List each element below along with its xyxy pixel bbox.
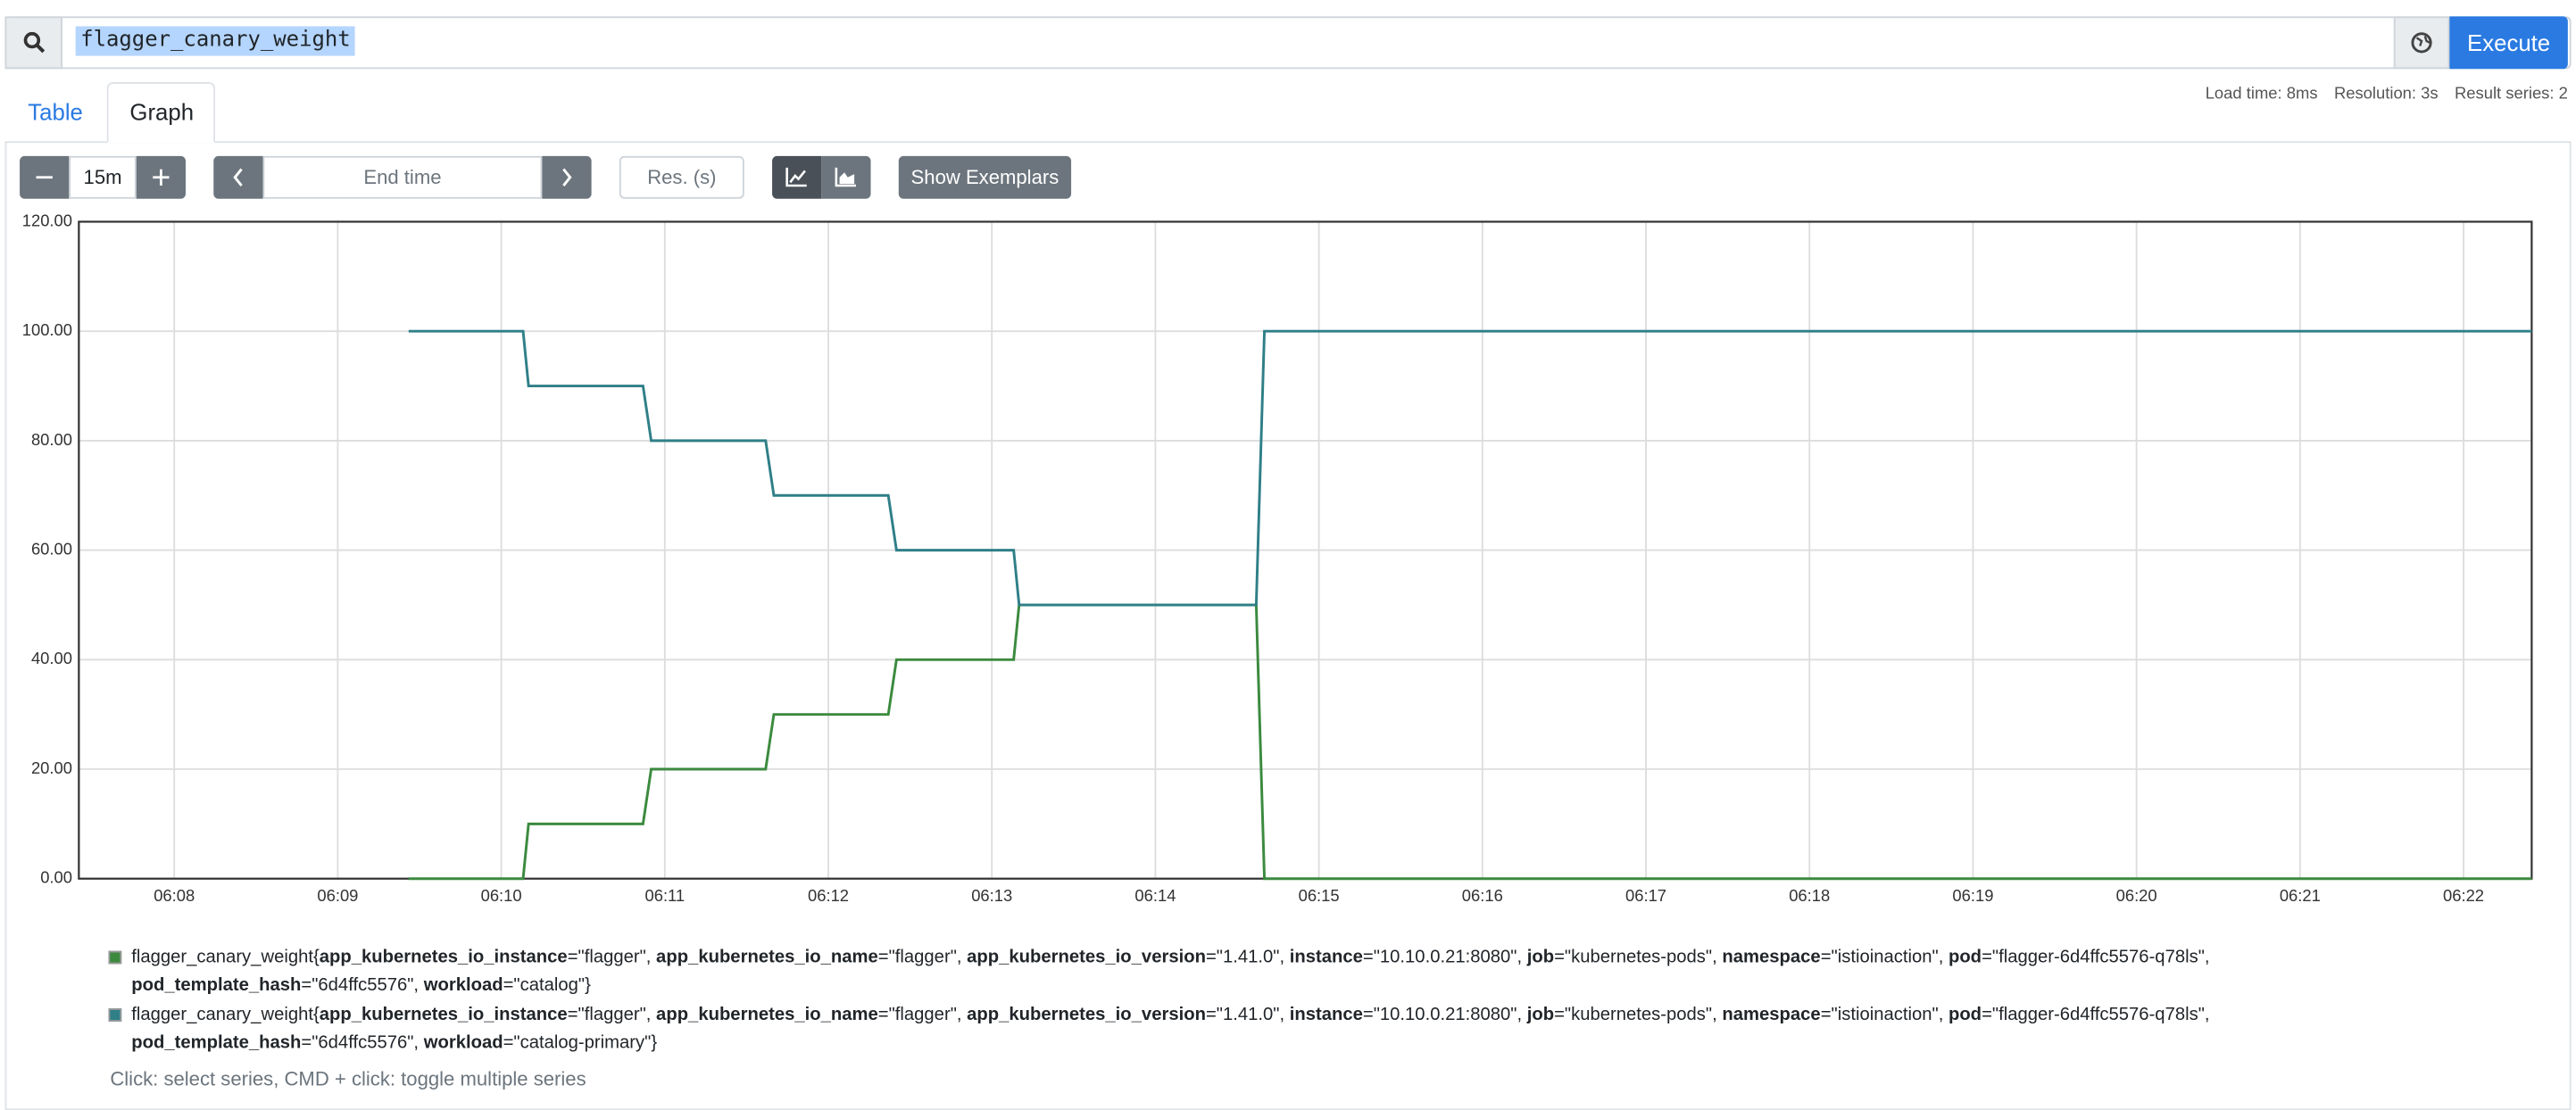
chevron-left <box>233 168 243 186</box>
plus-icon <box>153 169 170 186</box>
x-tick-label: 06:18 <box>1789 886 1830 905</box>
x-tick-label: 06:19 <box>1952 886 1993 905</box>
y-tick-label: 60.00 <box>31 539 72 558</box>
x-tick-label: 06:16 <box>1462 886 1503 905</box>
range-minus[interactable] <box>20 155 70 199</box>
time-forward[interactable] <box>542 155 592 199</box>
y-tick-label: 120.00 <box>22 211 72 229</box>
minus-icon <box>36 176 53 179</box>
metrics-explorer[interactable] <box>2393 16 2450 70</box>
x-tick-label: 06:22 <box>2443 886 2484 905</box>
query-stats: Load time: 8ms Resolution: 3s Result ser… <box>2206 86 2568 104</box>
end-time-input[interactable]: End time <box>262 155 543 199</box>
stacked-button[interactable] <box>821 155 871 199</box>
x-tick-label: 06:13 <box>971 886 1012 905</box>
table-tab[interactable]: Table <box>28 98 83 125</box>
magnifier <box>22 31 45 54</box>
graph: 0.00 20.00 40.00 60.00 80.00 100.00 120.00 06:0… <box>22 211 2533 905</box>
range-input[interactable]: 15m <box>69 155 137 199</box>
search-icon <box>4 16 62 70</box>
range-plus[interactable] <box>136 155 186 199</box>
chevron-right <box>562 168 572 186</box>
y-tick-label: 100.00 <box>22 320 72 339</box>
query-input[interactable]: flagger_canary_weight <box>75 26 356 56</box>
y-tick-label: 40.00 <box>31 649 72 667</box>
x-tick-label: 06:21 <box>2280 886 2321 905</box>
x-tick-label: 06:14 <box>1134 886 1176 905</box>
result-series: Result series: 2 <box>2455 85 2568 104</box>
legend-swatch[interactable] <box>108 1008 122 1022</box>
legend-entry[interactable]: flagger_canary_weight{app_kubernetes_io_… <box>131 948 2210 996</box>
x-tick-label: 06:09 <box>317 886 358 905</box>
resolution-input[interactable]: Res. (s) <box>619 155 744 199</box>
line-icon <box>785 167 807 187</box>
y-tick-label: 20.00 <box>31 758 72 777</box>
graph-tab-box[interactable] <box>106 82 216 144</box>
execute-button[interactable]: Execute <box>2449 16 2568 70</box>
x-tick-label: 06:10 <box>481 886 522 905</box>
resolution-stat: Resolution: 3s <box>2333 85 2439 104</box>
legend-swatch[interactable] <box>108 950 122 965</box>
area-icon <box>835 167 856 187</box>
x-tick-label: 06:17 <box>1625 886 1666 905</box>
series-line <box>408 603 2532 881</box>
x-tick-label: 06:20 <box>2116 886 2157 905</box>
x-tick-label: 06:11 <box>644 886 685 905</box>
y-tick-label: 0.00 <box>40 868 72 887</box>
x-tick-label: 06:08 <box>154 886 195 905</box>
unstacked-button[interactable] <box>772 155 822 199</box>
graph-tab[interactable]: Graph <box>129 98 195 125</box>
globe-icon <box>2411 32 2432 54</box>
x-tick-label: 06:15 <box>1299 886 1340 905</box>
y-tick-label: 80.00 <box>31 430 72 449</box>
show-exemplars[interactable]: Show Exemplars <box>898 155 1072 199</box>
hint: Click: select series, CMD + click: toggl… <box>110 1067 586 1091</box>
time-back[interactable] <box>213 155 263 199</box>
series-line <box>408 329 2532 607</box>
load-time: Load time: 8ms <box>2205 85 2318 104</box>
legend-entry[interactable]: flagger_canary_weight{app_kubernetes_io_… <box>131 1005 2210 1053</box>
x-tick-label: 06:12 <box>808 886 849 905</box>
